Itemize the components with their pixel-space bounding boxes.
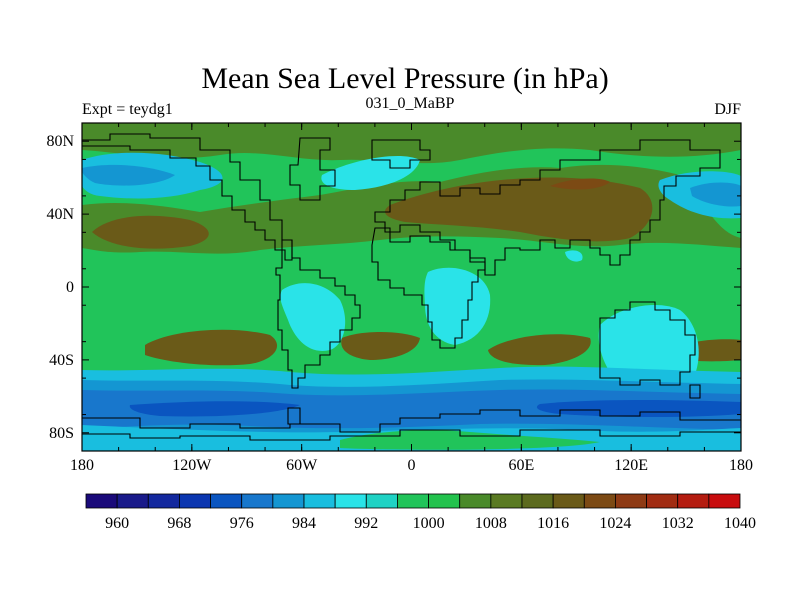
colorbar-swatch [490, 493, 523, 509]
lat-label: 80S [49, 425, 74, 442]
colorbar-label: 1016 [537, 515, 569, 532]
colorbar-label: 1032 [662, 515, 694, 532]
pressure-region-so-lo2 [82, 389, 741, 430]
colorbar-swatch [521, 493, 554, 509]
season-label: DJF [714, 101, 741, 118]
colorbar-swatch [85, 493, 118, 509]
lon-label: 0 [408, 457, 416, 474]
pressure-region-cyan-afr [424, 267, 491, 345]
colorbar-swatch [334, 493, 367, 509]
experiment-label: Expt = teydg1 [82, 101, 173, 118]
lon-label: 180 [70, 457, 94, 474]
pressure-region-sh-olive-ind [488, 334, 591, 366]
colorbar-label: 1024 [599, 515, 631, 532]
lon-label: 60E [508, 457, 534, 474]
lon-label: 120E [614, 457, 648, 474]
lon-label: 180 [729, 457, 753, 474]
colorbar-swatch [147, 493, 180, 509]
colorbar-label: 1000 [413, 515, 445, 532]
colorbar-swatch [677, 493, 710, 509]
colorbar-swatch [179, 493, 211, 509]
lon-label: 60W [286, 457, 318, 474]
pressure-region-so-lo3 [129, 401, 300, 417]
chart-title: Mean Sea Level Pressure (in hPa) [201, 62, 608, 95]
colorbar-label: 976 [230, 515, 254, 532]
colorbar-swatch [615, 493, 647, 509]
pressure-region-nh-cyan-e-in [690, 182, 741, 207]
colorbar-swatch [210, 493, 243, 509]
pressure-region-nh-brown-w [92, 215, 209, 249]
pressure-field [82, 123, 741, 451]
colorbar-label: 992 [354, 515, 378, 532]
pressure-region-nh-cyan-pac-in [82, 164, 175, 186]
colorbar: 960 968 976 984 992 1000 1008 1016 1024 1032 1040 [85, 493, 756, 532]
colorbar-label: 984 [292, 515, 316, 532]
colorbar-swatch [552, 493, 585, 509]
colorbar-swatch [397, 493, 429, 509]
colorbar-swatch [365, 493, 398, 509]
colorbar-label: 1040 [724, 515, 756, 532]
pressure-region-nh-brown [385, 177, 653, 242]
colorbar-swatch [708, 493, 741, 509]
colorbar-swatch [428, 493, 461, 509]
colorbar-label: 968 [167, 515, 191, 532]
colorbar-swatch [241, 493, 274, 509]
colorbar-swatch [583, 493, 616, 509]
axes: 80N 40N 0 40S 80S 180 120W 60W 0 60E 120E 180 [46, 122, 753, 474]
lon-label: 120W [172, 457, 212, 474]
pressure-region-sh-olive-atl [341, 332, 420, 360]
colorbar-label: 1008 [475, 515, 507, 532]
pressure-region-so-lo3b [536, 400, 741, 417]
pressure-region-ant-green [340, 430, 600, 450]
pressure-region-sh-olive-pac [145, 329, 278, 366]
lat-label: 40N [46, 206, 74, 223]
pressure-region-nh-cyan-atl [321, 155, 420, 190]
pressure-region-arctic-olive [82, 123, 741, 164]
pressure-region-cyan-sam [280, 283, 346, 351]
colorbar-label: 960 [105, 515, 129, 532]
colorbar-swatch [116, 493, 149, 509]
coastlines [82, 133, 741, 441]
run-label: 031_0_MaBP [366, 95, 455, 112]
pressure-region-dark-spot [550, 178, 610, 190]
pressure-region-cyan-small [565, 250, 583, 262]
lat-label: 0 [66, 279, 74, 296]
colorbar-swatch [272, 493, 305, 509]
lat-label: 80N [46, 133, 74, 150]
colorbar-swatch [303, 493, 336, 509]
colorbar-swatch [646, 493, 679, 509]
colorbar-swatch [459, 493, 492, 509]
lat-label: 40S [49, 352, 74, 369]
